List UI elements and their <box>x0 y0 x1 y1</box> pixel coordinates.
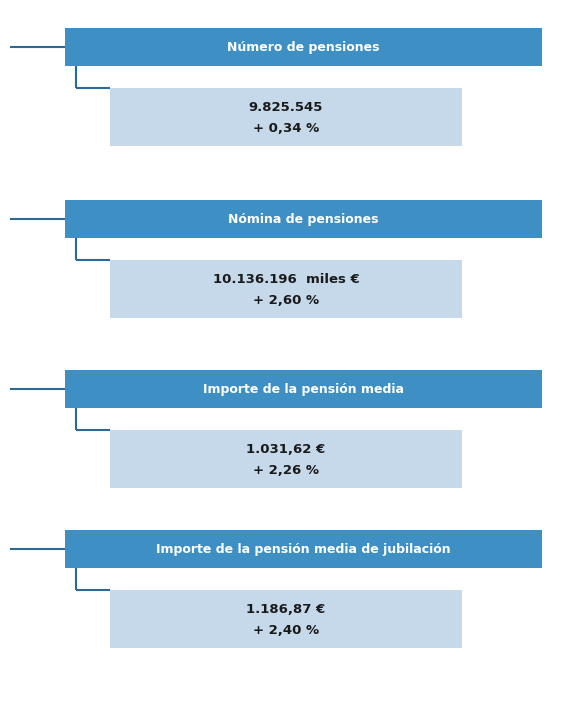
Text: + 2,26 %: + 2,26 % <box>253 464 319 477</box>
Bar <box>65 200 542 238</box>
Text: Nómina de pensiones: Nómina de pensiones <box>228 212 379 225</box>
Bar <box>110 590 462 648</box>
Text: + 2,40 %: + 2,40 % <box>253 624 319 637</box>
Text: 9.825.545: 9.825.545 <box>249 101 323 113</box>
Text: 1.031,62 €: 1.031,62 € <box>247 443 325 456</box>
Text: Importe de la pensión media: Importe de la pensión media <box>203 382 404 396</box>
Text: + 0,34 %: + 0,34 % <box>253 122 319 135</box>
Text: + 2,60 %: + 2,60 % <box>253 294 319 307</box>
Bar <box>110 88 462 146</box>
Text: Número de pensiones: Número de pensiones <box>227 41 380 53</box>
Bar <box>65 530 542 568</box>
Bar <box>110 430 462 488</box>
Bar <box>110 260 462 318</box>
Bar <box>65 28 542 66</box>
Text: 1.186,87 €: 1.186,87 € <box>247 602 325 615</box>
Text: Importe de la pensión media de jubilación: Importe de la pensión media de jubilació… <box>156 543 451 555</box>
Text: 10.136.196  miles €: 10.136.196 miles € <box>213 272 359 286</box>
Bar <box>65 370 542 408</box>
